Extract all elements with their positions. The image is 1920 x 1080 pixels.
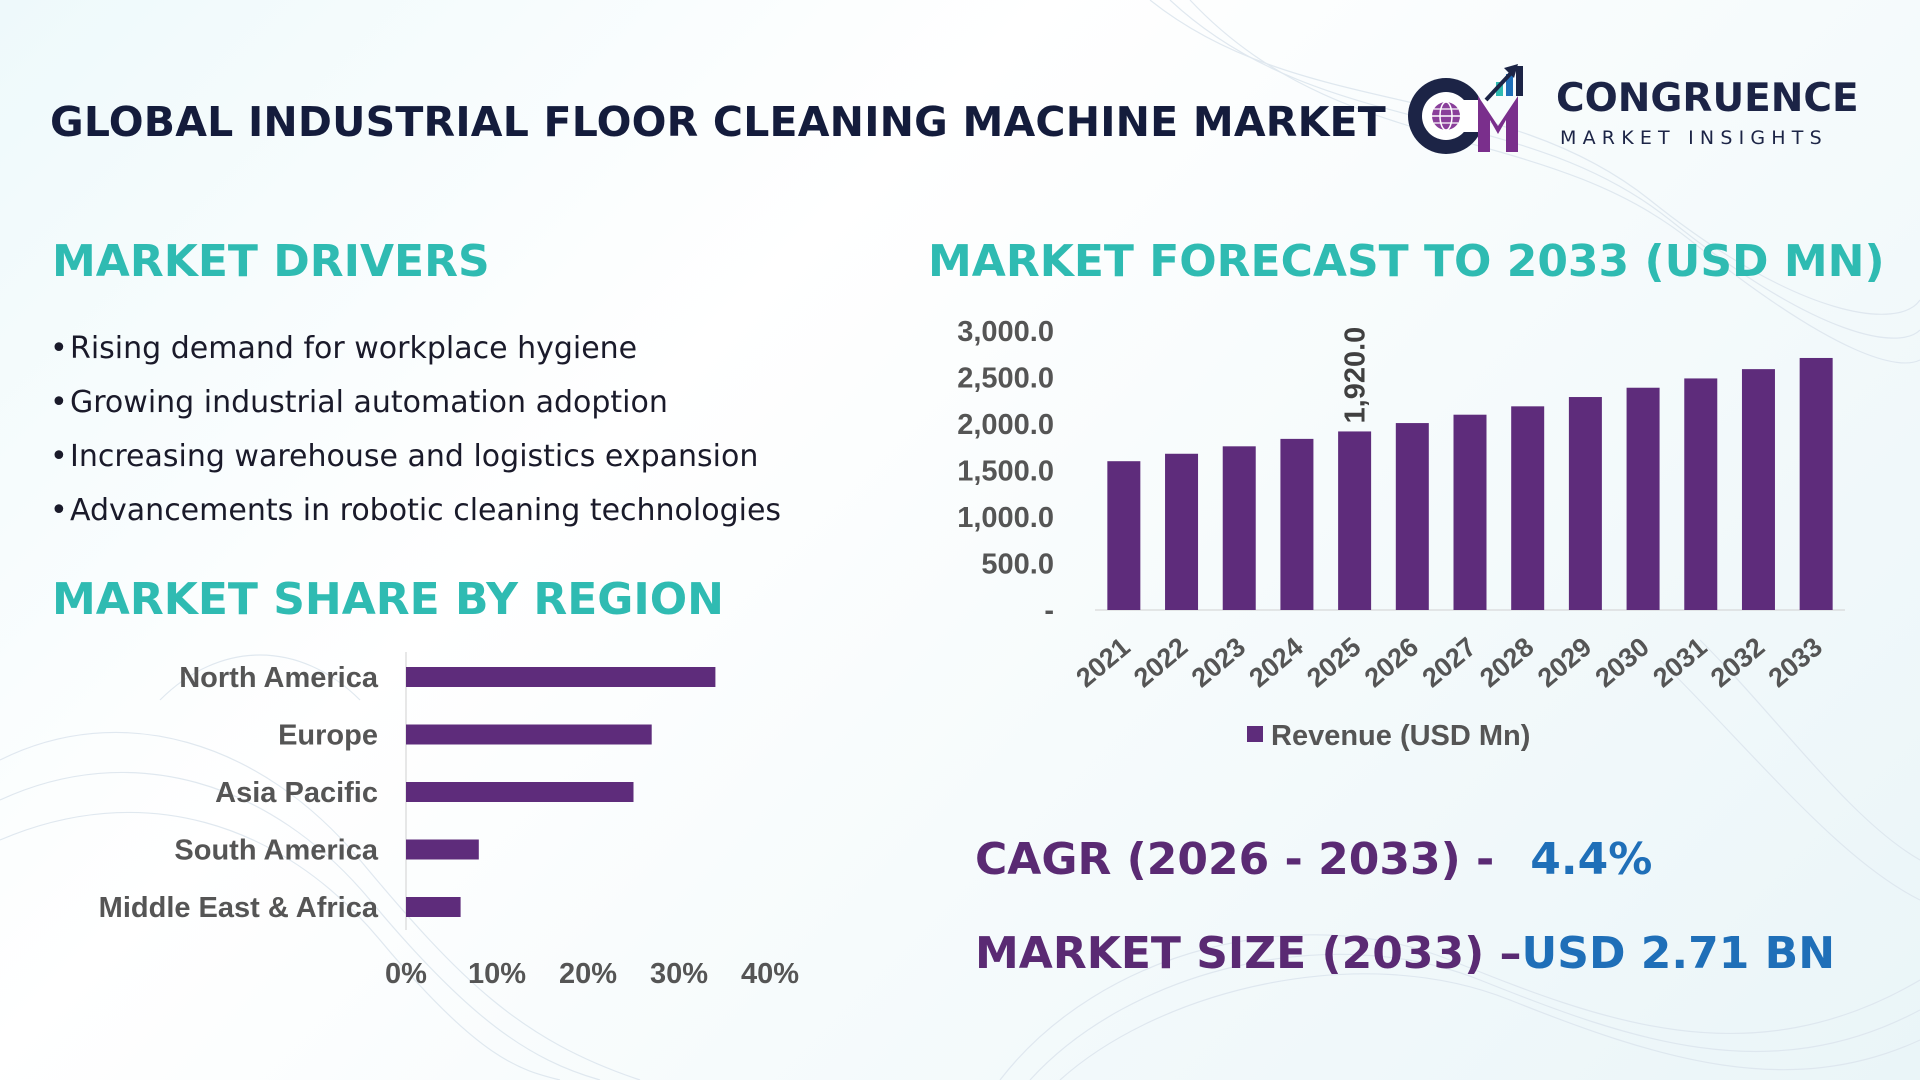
market-size-stat: MARKET SIZE (2033) –USD 2.71 BN <box>975 928 1835 979</box>
logo: CONGRUENCE MARKET INSIGHTS <box>1400 56 1880 162</box>
forecast-bar <box>1338 431 1372 610</box>
forecast-bar <box>1395 423 1429 610</box>
forecast-bar <box>1568 397 1602 610</box>
forecast-y-tick: - <box>1044 595 1054 627</box>
region-bar <box>406 724 652 745</box>
region-label: Asia Pacific <box>215 777 378 809</box>
forecast-y-tick: 1,500.0 <box>957 456 1054 488</box>
region-x-tick: 0% <box>385 958 427 990</box>
page-title: GLOBAL INDUSTRIAL FLOOR CLEANING MACHINE… <box>50 98 1386 146</box>
forecast-legend-label: Revenue (USD Mn) <box>1271 720 1530 752</box>
forecast-bar <box>1107 461 1141 610</box>
forecast-x-tick: 2024 <box>1243 632 1308 694</box>
forecast-bar <box>1741 369 1775 610</box>
forecast-x-tick: 2023 <box>1186 632 1251 694</box>
forecast-bar <box>1511 406 1545 610</box>
region-bar <box>406 897 461 917</box>
region-label: North America <box>179 662 379 694</box>
region-x-tick: 30% <box>650 958 708 990</box>
cagr-label: CAGR (2026 - 2033) - <box>975 834 1495 885</box>
logo-mark <box>1408 64 1523 154</box>
cagr-value: 4.4% <box>1530 834 1653 885</box>
arrow-up-icon <box>1484 64 1518 102</box>
region-bar <box>406 667 716 687</box>
forecast-x-tick: 2028 <box>1474 632 1539 694</box>
drivers-list: •Rising demand for workplace hygiene •Gr… <box>50 322 870 538</box>
forecast-y-tick: 1,000.0 <box>957 502 1054 534</box>
market-size-label: MARKET SIZE (2033) – <box>975 928 1522 979</box>
forecast-y-tick: 3,000.0 <box>957 316 1054 348</box>
forecast-x-tick: 2030 <box>1590 632 1655 694</box>
driver-item: •Advancements in robotic cleaning techno… <box>50 493 782 528</box>
growth-bars-icon <box>1496 66 1523 96</box>
forecast-x-tick: 2033 <box>1763 632 1828 694</box>
forecast-heading: MARKET FORECAST TO 2033 (USD MN) <box>928 236 1885 287</box>
region-x-tick: 20% <box>559 958 617 990</box>
logo-name: CONGRUENCE <box>1556 76 1859 121</box>
region-bar <box>406 782 634 802</box>
forecast-bar <box>1222 446 1256 610</box>
forecast-x-tick: 2025 <box>1301 632 1366 694</box>
logo-m-shape <box>1478 96 1518 152</box>
forecast-x-tick: 2021 <box>1070 632 1135 694</box>
forecast-x-tick: 2022 <box>1128 632 1193 694</box>
region-heading: MARKET SHARE BY REGION <box>52 574 724 625</box>
forecast-data-label: 1,920.0 <box>1340 327 1372 424</box>
forecast-bar <box>1626 387 1660 610</box>
forecast-bar <box>1799 357 1833 610</box>
region-bar <box>406 839 479 860</box>
forecast-x-tick: 2031 <box>1647 632 1712 694</box>
forecast-y-tick: 2,000.0 <box>957 409 1054 441</box>
legend-square-icon <box>1247 726 1263 742</box>
forecast-x-tick: 2032 <box>1705 632 1770 694</box>
forecast-x-tick: 2027 <box>1417 632 1482 694</box>
forecast-bar <box>1280 438 1314 610</box>
driver-item: •Increasing warehouse and logistics expa… <box>50 439 759 474</box>
logo-tagline: MARKET INSIGHTS <box>1560 127 1828 149</box>
forecast-bar <box>1453 414 1487 610</box>
region-label: Middle East & Africa <box>99 892 379 924</box>
driver-item: •Growing industrial automation adoption <box>50 385 668 420</box>
forecast-y-tick: 500.0 <box>981 549 1054 581</box>
cagr-stat: CAGR (2026 - 2033) - 4.4% <box>975 834 1652 885</box>
region-x-tick: 40% <box>741 958 799 990</box>
drivers-heading: MARKET DRIVERS <box>52 236 490 287</box>
forecast-bar <box>1165 453 1199 610</box>
forecast-x-tick: 2029 <box>1532 632 1597 694</box>
forecast-y-tick: 2,500.0 <box>957 363 1054 395</box>
region-label: South America <box>174 835 378 867</box>
forecast-bar <box>1684 378 1718 610</box>
driver-item: •Rising demand for workplace hygiene <box>50 331 638 366</box>
forecast-x-tick: 2026 <box>1359 632 1424 694</box>
globe-icon <box>1432 101 1460 131</box>
region-x-tick: 10% <box>468 958 526 990</box>
region-label: Europe <box>278 720 378 752</box>
market-size-value: USD 2.71 BN <box>1521 928 1836 979</box>
